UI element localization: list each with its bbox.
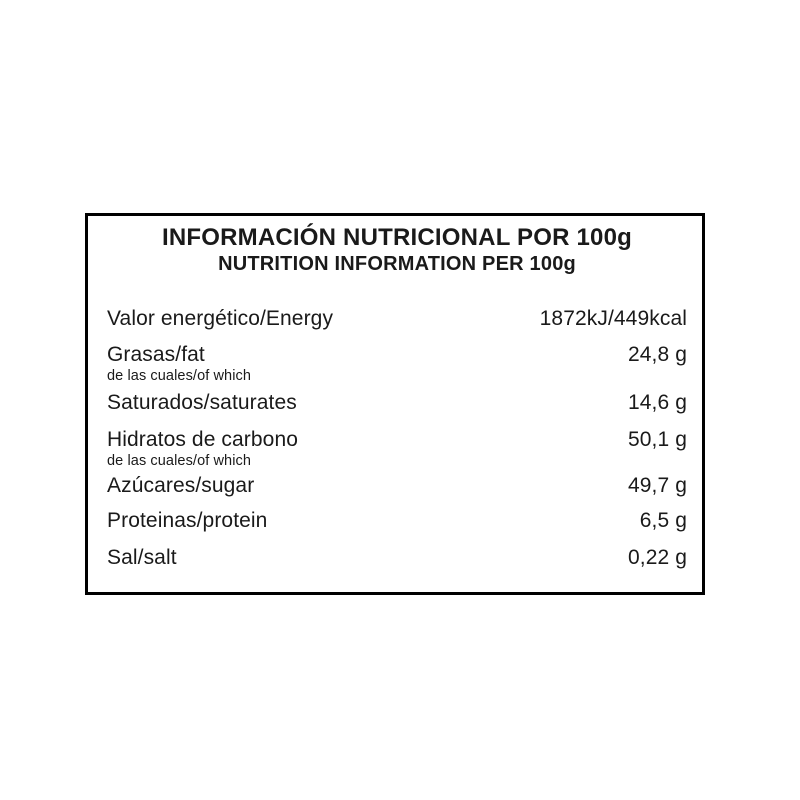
table-row-saturates: Saturados/saturates 14,6 g [107, 390, 687, 416]
nutrition-label: INFORMACIÓN NUTRICIONAL POR 100g NUTRITI… [85, 213, 705, 595]
nutrient-name: Sal/salt [107, 546, 177, 569]
nutrient-value: 24,8 g [628, 343, 687, 366]
table-row-carbohydrate: Hidratos de carbono 50,1 g [107, 427, 687, 453]
label-subtitle: NUTRITION INFORMATION PER 100g [218, 253, 576, 275]
nutrient-name: Grasas/fat [107, 343, 205, 366]
label-title: INFORMACIÓN NUTRICIONAL POR 100g [162, 224, 632, 251]
nutrient-value: 0,22 g [628, 546, 687, 569]
nutrient-name: Hidratos de carbono [107, 428, 299, 451]
nutrient-value: 6,5 g [639, 509, 687, 532]
nutrient-name: Valor energético/Energy [107, 307, 334, 330]
of-which-note: de las cuales/of which [107, 453, 252, 469]
table-row-energy: Valor energético/Energy 1872kJ/449kcal [107, 306, 687, 332]
table-row-salt: Sal/salt 0,22 g [107, 545, 687, 571]
nutrient-name: Proteinas/protein [107, 509, 268, 532]
nutrient-name: Azúcares/sugar [107, 474, 255, 497]
nutrient-value: 1872kJ/449kcal [539, 307, 687, 330]
nutrient-name: Saturados/saturates [107, 391, 297, 414]
nutrient-rows: Valor energético/Energy 1872kJ/449kcal G… [107, 306, 687, 571]
table-row-fat: Grasas/fat 24,8 g [107, 342, 687, 368]
table-row-sugar: Azúcares/sugar 49,7 g [107, 473, 687, 499]
nutrient-value: 49,7 g [628, 474, 687, 497]
table-row-protein: Proteinas/protein 6,5 g [107, 508, 687, 534]
of-which-note: de las cuales/of which [107, 368, 252, 384]
nutrient-value: 14,6 g [628, 391, 687, 414]
nutrient-value: 50,1 g [628, 428, 687, 451]
